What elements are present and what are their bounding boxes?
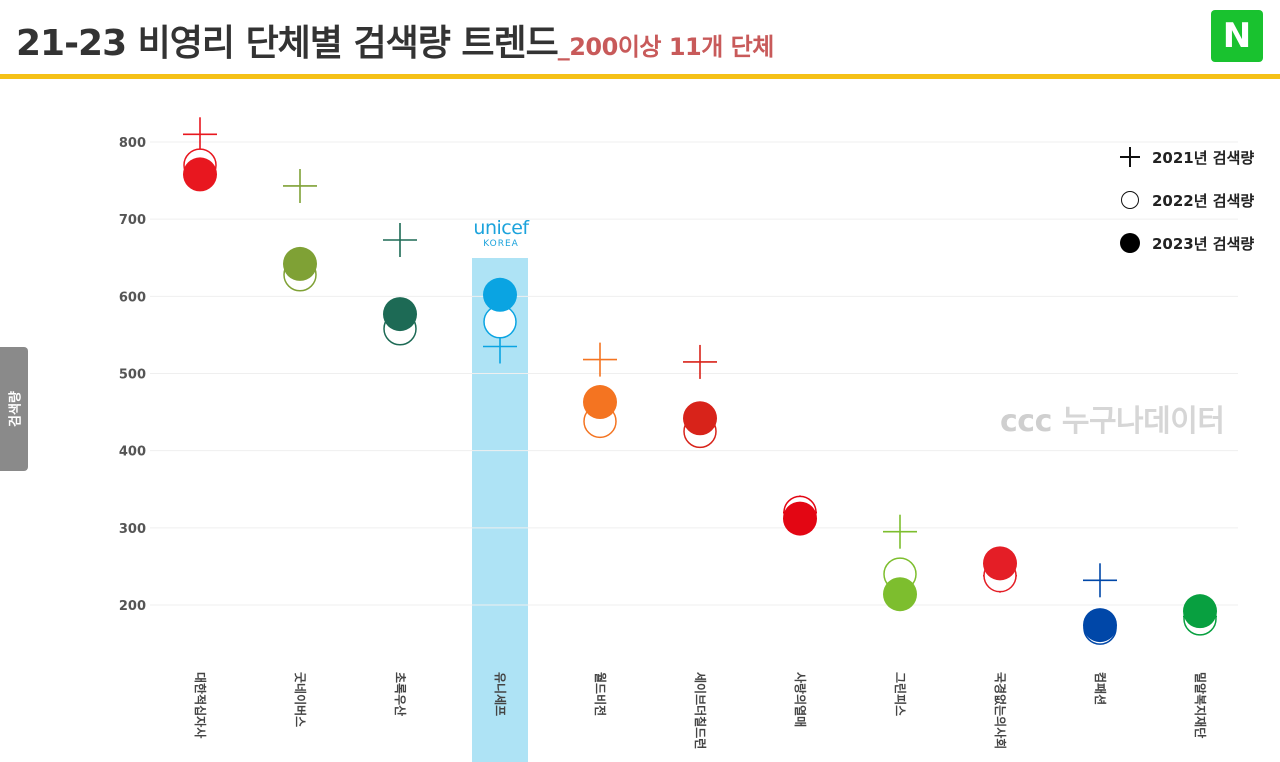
point-2023 bbox=[383, 297, 417, 332]
plus-icon bbox=[1118, 146, 1142, 168]
chart-legend: 2021년 검색량 2022년 검색량 2023년 검색량 bbox=[1118, 146, 1254, 275]
watermark-mark: ᴄᴄᴄ bbox=[1000, 404, 1052, 439]
y-tick-label: 500 bbox=[119, 368, 146, 383]
point-2023 bbox=[283, 246, 317, 281]
legend-label-2022: 2022년 검색량 bbox=[1152, 191, 1255, 210]
x-tick-label: 그린피스 bbox=[893, 672, 908, 716]
x-tick-label: 국경없는의사회 bbox=[993, 672, 1008, 749]
point-2023 bbox=[1083, 608, 1117, 643]
y-tick-label: 400 bbox=[119, 445, 146, 460]
x-tick-label: 대한적십자사 bbox=[193, 672, 208, 738]
ring-icon bbox=[1118, 189, 1142, 211]
x-tick-label: 초록우산 bbox=[393, 672, 408, 716]
unicef-logo-sub: KOREA bbox=[483, 239, 519, 249]
legend-item-2021: 2021년 검색량 bbox=[1118, 146, 1254, 168]
x-tick-label: 유니세프 bbox=[493, 672, 508, 716]
page-header: 21-23 비영리 단체별 검색량 트렌드_200이상 11개 단체 N bbox=[0, 0, 1280, 80]
y-tick-label: 600 bbox=[119, 290, 146, 305]
point-2023 bbox=[983, 546, 1017, 581]
dot-icon bbox=[1118, 232, 1142, 254]
x-tick-label: 월드비전 bbox=[593, 672, 608, 716]
y-tick-label: 300 bbox=[119, 522, 146, 537]
y-tick-label: 800 bbox=[119, 136, 146, 151]
x-tick-label: 사랑의열매 bbox=[793, 672, 808, 727]
point-2023 bbox=[683, 401, 717, 436]
unicef-logo-text: unicef bbox=[473, 217, 529, 239]
watermark-text: 누구나데이터 bbox=[1061, 404, 1225, 439]
point-2023 bbox=[1183, 594, 1217, 629]
unicef-logo: unicef KOREA bbox=[459, 217, 543, 250]
watermark: ᴄᴄᴄ 누구나데이터 bbox=[1000, 396, 1225, 440]
point-2023 bbox=[183, 157, 217, 192]
point-2023 bbox=[583, 385, 617, 420]
x-tick-label: 컴패션 bbox=[1093, 672, 1108, 705]
page-title: 21-23 비영리 단체별 검색량 트렌드_200이상 11개 단체 bbox=[16, 23, 775, 64]
legend-label-2023: 2023년 검색량 bbox=[1152, 234, 1255, 253]
x-tick-label: 밀알복지재단 bbox=[1193, 672, 1208, 738]
legend-item-2023: 2023년 검색량 bbox=[1118, 232, 1254, 254]
header-divider bbox=[0, 74, 1280, 79]
point-2023 bbox=[783, 501, 817, 536]
page-subtitle: _200이상 11개 단체 bbox=[557, 33, 775, 61]
x-tick-label: 세이브더칠드런 bbox=[693, 672, 708, 749]
naver-logo: N bbox=[1211, 10, 1263, 62]
legend-label-2021: 2021년 검색량 bbox=[1152, 148, 1255, 167]
y-tick-label: 700 bbox=[119, 213, 146, 228]
x-tick-label: 굿네이버스 bbox=[293, 672, 308, 727]
y-axis-label-tab: 검색량 bbox=[0, 347, 28, 471]
point-2023 bbox=[883, 577, 917, 612]
y-tick-label: 200 bbox=[119, 599, 146, 614]
legend-item-2022: 2022년 검색량 bbox=[1118, 189, 1254, 211]
point-2023 bbox=[483, 277, 517, 312]
